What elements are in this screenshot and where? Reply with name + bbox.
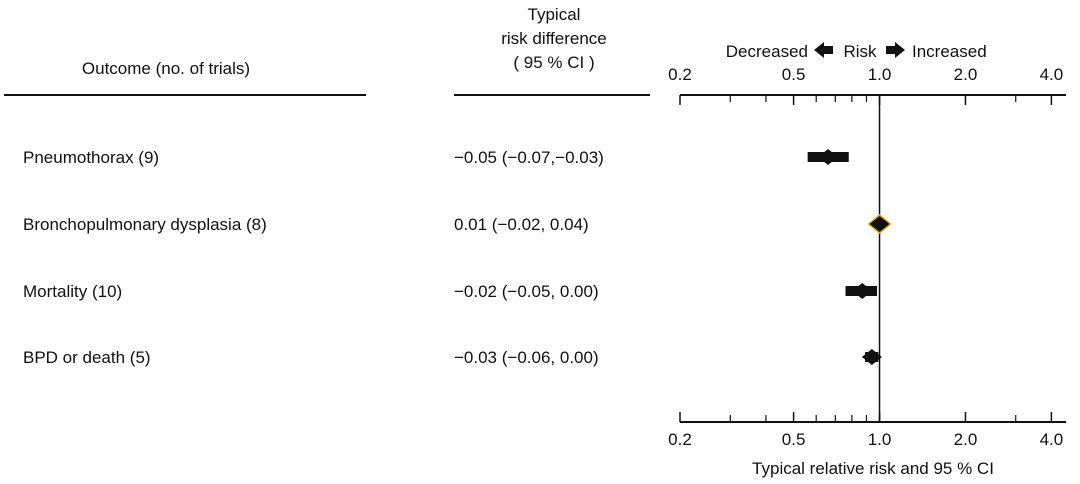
- bottom-axis-tick-label: 0.2: [668, 430, 692, 449]
- top-axis-tick-label: 0.5: [782, 65, 806, 84]
- risk-label: Risk: [843, 42, 877, 61]
- increased-label: Increased: [912, 42, 987, 61]
- top-axis-tick-label: 4.0: [1040, 65, 1064, 84]
- arrow-right-icon: [886, 42, 905, 58]
- risk-diff-header-line2: risk difference: [501, 29, 607, 48]
- x-axis-label: Typical relative risk and 95 % CI: [752, 459, 994, 478]
- bottom-axis-tick-label: 1.0: [868, 430, 892, 449]
- risk-difference-value: −0.05 (−0.07,−0.03): [454, 148, 604, 167]
- top-axis-tick-label: 2.0: [954, 65, 978, 84]
- bottom-axis-tick-label: 0.5: [782, 430, 806, 449]
- outcome-label: Pneumothorax (9): [23, 148, 159, 167]
- risk-diff-header-line3: ( 95 % CI ): [513, 53, 594, 72]
- risk-difference-value: 0.01 (−0.02, 0.04): [454, 215, 589, 234]
- bottom-axis: 0.2 0.5 1.0 2.0 4.0: [668, 412, 1066, 449]
- rows: Pneumothorax (9) −0.05 (−0.07,−0.03) Bronc…: [23, 148, 604, 367]
- estimate-diamond: [818, 149, 839, 165]
- bottom-axis-tick-label: 2.0: [954, 430, 978, 449]
- outcome-label: BPD or death (5): [23, 348, 151, 367]
- risk-difference-value: −0.03 (−0.06, 0.00): [454, 348, 599, 367]
- risk-diff-header-line1: Typical: [528, 5, 581, 24]
- outcome-header: Outcome (no. of trials): [82, 59, 250, 78]
- risk-difference-value: −0.02 (−0.05, 0.00): [454, 282, 599, 301]
- outcome-label: Bronchopulmonary dysplasia (8): [23, 215, 267, 234]
- bottom-axis-tick-label: 4.0: [1040, 430, 1064, 449]
- estimate-diamond: [852, 283, 873, 299]
- arrow-left-icon: [814, 42, 833, 58]
- estimate-diamond: [861, 349, 882, 365]
- top-axis-tick-label: 1.0: [868, 65, 892, 84]
- outcome-label: Mortality (10): [23, 282, 122, 301]
- markers: [807, 149, 892, 365]
- top-axis-tick-label: 0.2: [668, 65, 692, 84]
- top-axis: 0.2 0.5 1.0 2.0 4.0: [668, 65, 1066, 105]
- decreased-label: Decreased: [726, 42, 808, 61]
- estimate-diamond: [869, 216, 890, 232]
